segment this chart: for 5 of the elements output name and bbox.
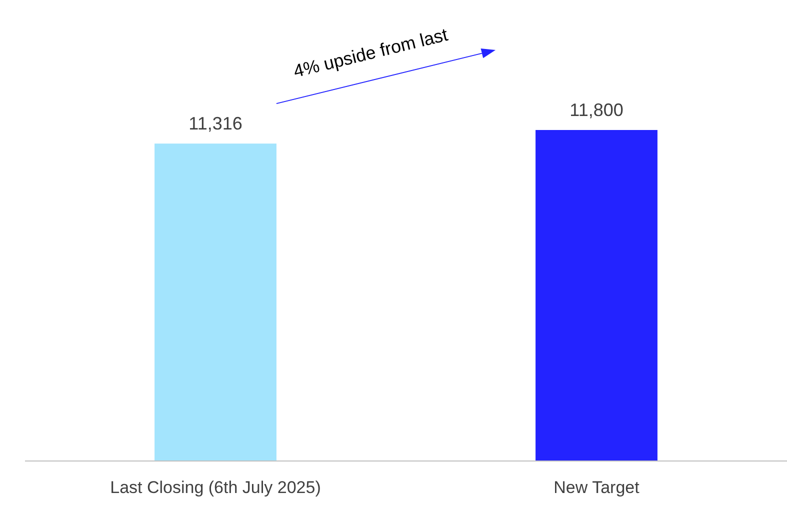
text: 4% upside from last [291, 24, 450, 82]
x-tick-label: Last Closing (6th July 2025) [110, 478, 321, 497]
x-tick-label: New Target [554, 478, 640, 497]
data-label: 11,800 [570, 100, 624, 120]
data-label: 11,316 [188, 114, 242, 134]
